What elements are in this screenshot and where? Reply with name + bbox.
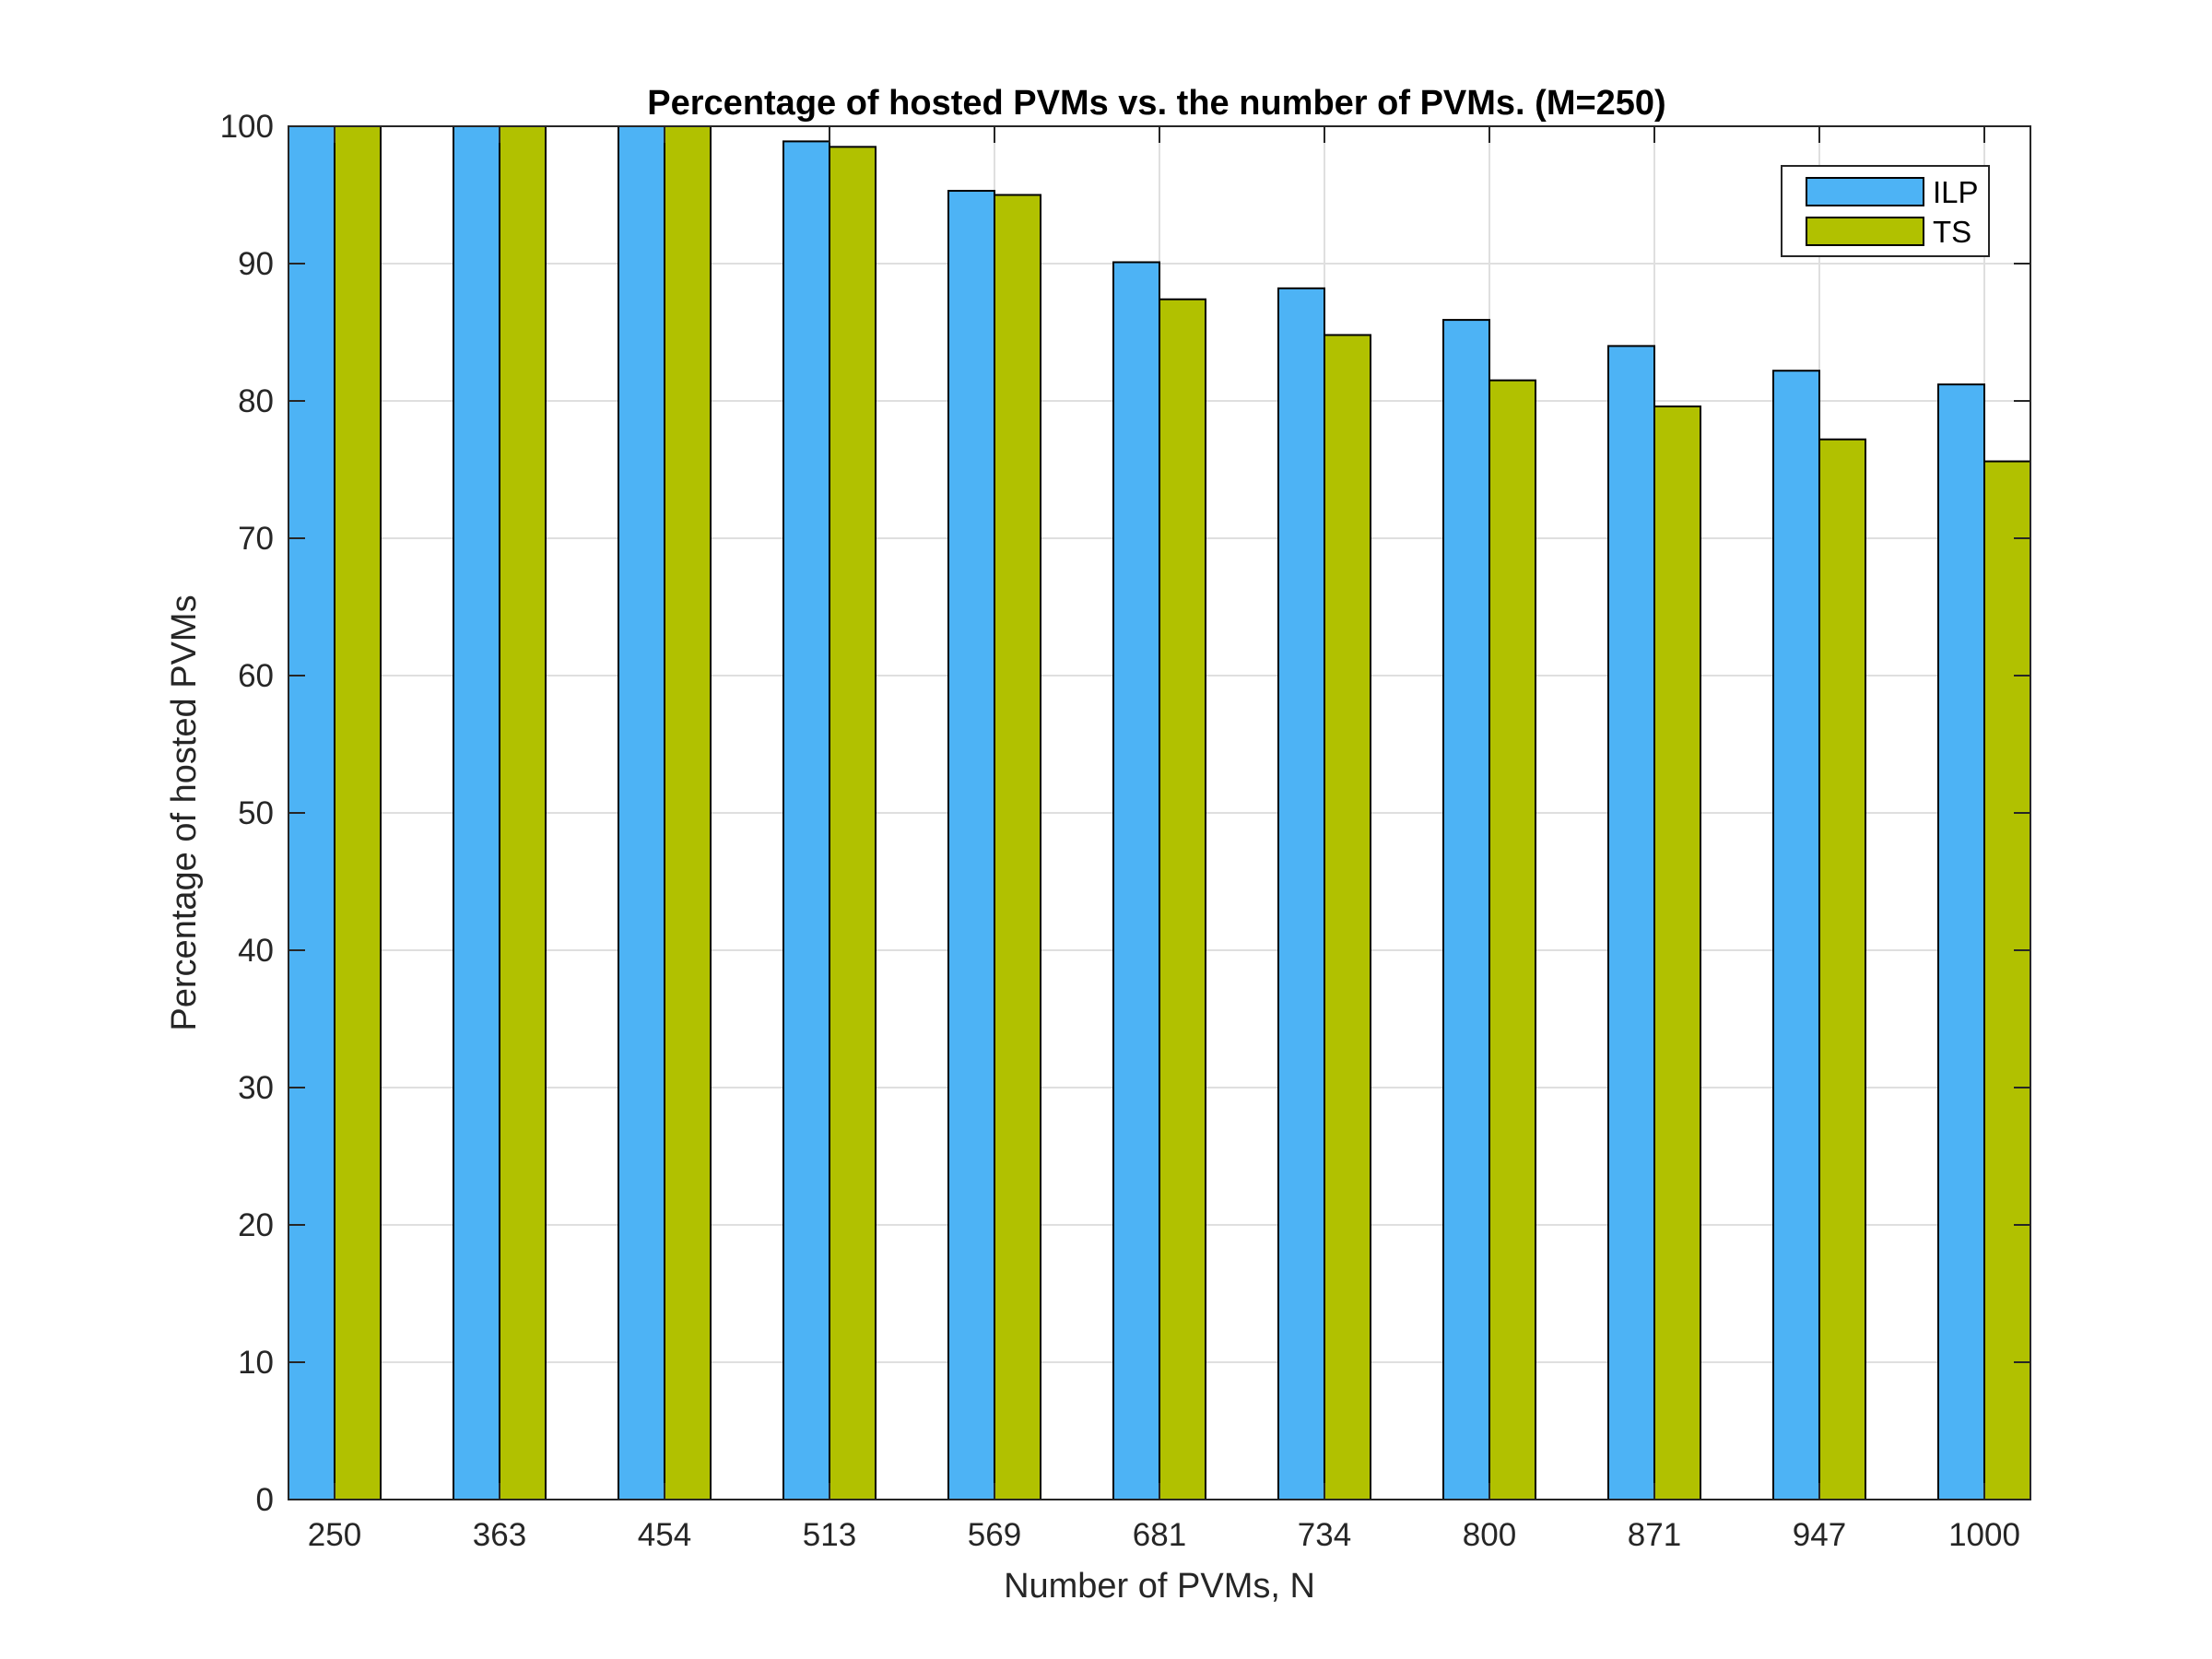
y-tick-label: 50 [238, 795, 274, 831]
bar-ts-871 [1653, 405, 1701, 1501]
bar-ts-800 [1488, 379, 1536, 1500]
x-tick-label: 363 [473, 1517, 526, 1553]
y-tick-label: 0 [256, 1482, 274, 1518]
legend-label-ts: TS [1933, 215, 1971, 249]
bar-ts-734 [1324, 334, 1371, 1501]
y-axis-label: Percentage of hosted PVMs [165, 594, 204, 1030]
y-tick-label: 10 [238, 1345, 274, 1381]
bar-ilp-681 [1112, 261, 1160, 1500]
y-tick-label: 40 [238, 933, 274, 969]
x-tick-label: 1000 [1948, 1517, 2020, 1553]
y-tick-label: 80 [238, 383, 274, 419]
bar-ts-569 [994, 194, 1041, 1500]
x-tick-label: 947 [1793, 1517, 1846, 1553]
y-tick-label: 20 [238, 1207, 274, 1243]
bar-ilp-871 [1607, 345, 1655, 1500]
y-tick-labels: 0 10 20 30 40 50 60 70 80 90 100 [220, 109, 274, 1518]
bar-ilp-800 [1442, 319, 1490, 1501]
bar-ts-513 [829, 146, 877, 1501]
bars [288, 125, 2031, 1501]
bar-ilp-454 [618, 125, 665, 1500]
x-tick-label: 800 [1463, 1517, 1516, 1553]
y-tick-label: 60 [238, 658, 274, 694]
bar-ilp-569 [947, 190, 995, 1500]
bar-ts-681 [1159, 298, 1206, 1500]
bar-ilp-734 [1277, 287, 1325, 1501]
legend-label-ilp: ILP [1933, 175, 1979, 209]
axis-ticks [288, 125, 2030, 1500]
x-tick-labels: 250 363 454 513 569 681 734 800 871 947 1000 [308, 1517, 2020, 1553]
bar-ts-454 [664, 125, 712, 1500]
bar-ilp-513 [782, 140, 830, 1500]
bar-ilp-1000 [1937, 383, 1985, 1500]
x-tick-label: 681 [1133, 1517, 1186, 1553]
x-tick-label: 513 [803, 1517, 856, 1553]
x-tick-label: 871 [1628, 1517, 1681, 1553]
y-tick-label: 30 [238, 1070, 274, 1106]
chart-title: Percentage of hosted PVMs vs. the number… [647, 84, 1665, 123]
legend-swatch-ilp [1806, 177, 1924, 206]
bar-ts-947 [1818, 438, 1866, 1501]
x-tick-label: 569 [968, 1517, 1021, 1553]
bar-ilp-363 [453, 125, 500, 1500]
x-tick-label: 250 [308, 1517, 361, 1553]
bar-ilp-947 [1772, 370, 1820, 1501]
x-tick-label: 734 [1298, 1517, 1351, 1553]
bar-ts-250 [334, 125, 382, 1500]
legend: ILP TS [1781, 165, 1990, 257]
y-tick-label: 70 [238, 521, 274, 557]
y-tick-label: 100 [220, 109, 274, 145]
bar-ts-363 [499, 125, 547, 1500]
x-tick-label: 454 [638, 1517, 691, 1553]
x-axis-label: Number of PVMs, N [1004, 1567, 1315, 1606]
bar-ts-1000 [1983, 460, 2031, 1500]
legend-swatch-ts [1806, 217, 1924, 246]
y-tick-label: 90 [238, 246, 274, 282]
